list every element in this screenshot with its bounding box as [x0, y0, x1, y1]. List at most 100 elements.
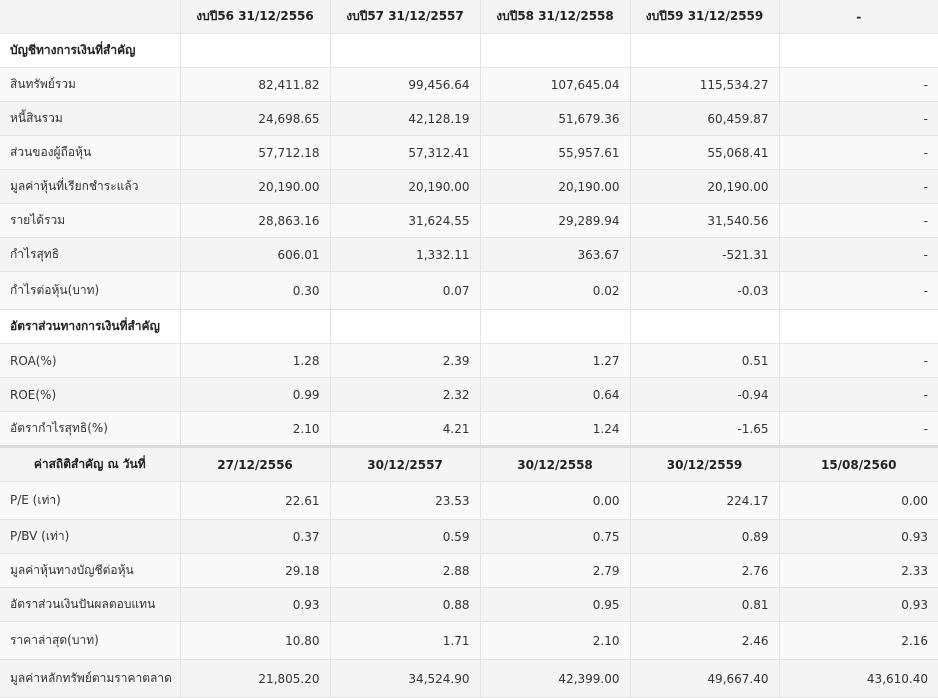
row-label: ROE(%) [0, 377, 181, 412]
empty-cell [330, 33, 481, 68]
empty-cell [630, 309, 780, 344]
value-cell: 2.33 [779, 553, 938, 588]
value-cell: 31,540.56 [630, 203, 780, 238]
empty-cell [480, 309, 631, 344]
value-cell: -0.94 [630, 377, 780, 412]
row-label: P/E (เท่า) [0, 481, 181, 520]
section-key-accounts: บัญชีทางการเงินที่สำคัญ [0, 33, 938, 68]
row-label: มูลค่าหุ้นทางบัญชีต่อหุ้น [0, 553, 181, 588]
value-cell: 21,805.20 [180, 659, 331, 698]
value-cell: 57,712.18 [180, 135, 331, 170]
section-key-ratios: อัตราส่วนทางการเงินที่สำคัญ [0, 309, 938, 344]
value-cell: 24,698.65 [180, 101, 331, 136]
empty-cell [779, 33, 938, 68]
value-cell: 0.00 [779, 481, 938, 520]
column-header: ค่าสถิติสำคัญ ณ วันที่ [0, 445, 181, 482]
row-label: กำไรสุทธิ [0, 237, 181, 272]
value-cell: 363.67 [480, 237, 631, 272]
value-cell: 43,610.40 [779, 659, 938, 698]
value-cell: 2.39 [330, 343, 481, 378]
empty-cell [180, 309, 331, 344]
value-cell: 1.71 [330, 621, 481, 660]
table-row: รายได้รวม 28,863.16 31,624.55 29,289.94 31,5… [0, 203, 938, 238]
section-title: บัญชีทางการเงินที่สำคัญ [0, 33, 181, 68]
value-cell: 0.99 [180, 377, 331, 412]
value-cell: 0.37 [180, 519, 331, 554]
value-cell: 1,332.11 [330, 237, 481, 272]
value-cell: 0.95 [480, 587, 631, 622]
value-cell: 2.32 [330, 377, 481, 412]
value-cell: 0.93 [779, 587, 938, 622]
value-cell: 2.76 [630, 553, 780, 588]
column-header: งบปี56 31/12/2556 [180, 0, 331, 34]
table-row: หนี้สินรวม 24,698.65 42,128.19 51,679.36 60,… [0, 101, 938, 136]
value-cell: - [779, 411, 938, 447]
table-row: มูลค่าหลักทรัพย์ตามราคาตลาด 21,805.20 34,5… [0, 659, 938, 698]
row-label: P/BV (เท่า) [0, 519, 181, 554]
row-label: กำไรต่อหุ้น(บาท) [0, 271, 181, 310]
column-header: 27/12/2556 [180, 445, 331, 482]
column-header: 30/12/2557 [330, 445, 481, 482]
table-row: สินทรัพย์รวม 82,411.82 99,456.64 107,645.04… [0, 67, 938, 102]
table-row: ROA(%) 1.28 2.39 1.27 0.51- [0, 343, 938, 378]
value-cell: - [779, 343, 938, 378]
value-cell: 1.24 [480, 411, 631, 447]
value-cell: 55,957.61 [480, 135, 631, 170]
column-header: 30/12/2558 [480, 445, 631, 482]
row-label: รายได้รวม [0, 203, 181, 238]
column-header: งบปี59 31/12/2559 [630, 0, 780, 34]
row-label: ROA(%) [0, 343, 181, 378]
value-cell: 0.89 [630, 519, 780, 554]
value-cell: - [779, 169, 938, 204]
value-cell: 0.59 [330, 519, 481, 554]
value-cell: 0.93 [779, 519, 938, 554]
value-cell: 20,190.00 [180, 169, 331, 204]
value-cell: 224.17 [630, 481, 780, 520]
value-cell: 2.10 [480, 621, 631, 660]
value-cell: 0.81 [630, 587, 780, 622]
value-cell: - [779, 101, 938, 136]
stats-header-row: ค่าสถิติสำคัญ ณ วันที่ 27/12/2556 30/12/25… [0, 445, 938, 482]
empty-cell [630, 33, 780, 68]
empty-cell [330, 309, 481, 344]
value-cell: 22.61 [180, 481, 331, 520]
value-cell: 2.79 [480, 553, 631, 588]
value-cell: 23.53 [330, 481, 481, 520]
value-cell: 20,190.00 [630, 169, 780, 204]
value-cell: 0.02 [480, 271, 631, 310]
row-label: ส่วนของผู้ถือหุ้น [0, 135, 181, 170]
value-cell: 51,679.36 [480, 101, 631, 136]
value-cell: 42,128.19 [330, 101, 481, 136]
value-cell: 82,411.82 [180, 67, 331, 102]
value-cell: 115,534.27 [630, 67, 780, 102]
row-label: มูลค่าหลักทรัพย์ตามราคาตลาด [0, 659, 181, 698]
table-row: กำไรสุทธิ 606.01 1,332.11 363.67 -521.31- [0, 237, 938, 272]
value-cell: 60,459.87 [630, 101, 780, 136]
column-header: งบปี57 31/12/2557 [330, 0, 481, 34]
value-cell: 0.30 [180, 271, 331, 310]
row-label: มูลค่าหุ้นที่เรียกชำระแล้ว [0, 169, 181, 204]
value-cell: 0.75 [480, 519, 631, 554]
value-cell: 2.46 [630, 621, 780, 660]
column-header: 30/12/2559 [630, 445, 780, 482]
value-cell: 0.00 [480, 481, 631, 520]
table-row: P/E (เท่า) 22.61 23.53 0.00 224.17 0.00 [0, 481, 938, 520]
value-cell: 31,624.55 [330, 203, 481, 238]
table-row: ราคาล่าสุด(บาท) 10.80 1.71 2.10 2.46 2.16 [0, 621, 938, 660]
value-cell: 2.16 [779, 621, 938, 660]
column-header: 15/08/2560 [779, 445, 938, 482]
row-label: หนี้สินรวม [0, 101, 181, 136]
column-header [0, 0, 181, 34]
row-label: ราคาล่าสุด(บาท) [0, 621, 181, 660]
row-label: อัตรากำไรสุทธิ(%) [0, 411, 181, 447]
row-label: สินทรัพย์รวม [0, 67, 181, 102]
value-cell: -0.03 [630, 271, 780, 310]
value-cell: 4.21 [330, 411, 481, 447]
value-cell: 1.27 [480, 343, 631, 378]
value-cell: 29.18 [180, 553, 331, 588]
value-cell: 34,524.90 [330, 659, 481, 698]
value-cell: 0.93 [180, 587, 331, 622]
empty-cell [180, 33, 331, 68]
